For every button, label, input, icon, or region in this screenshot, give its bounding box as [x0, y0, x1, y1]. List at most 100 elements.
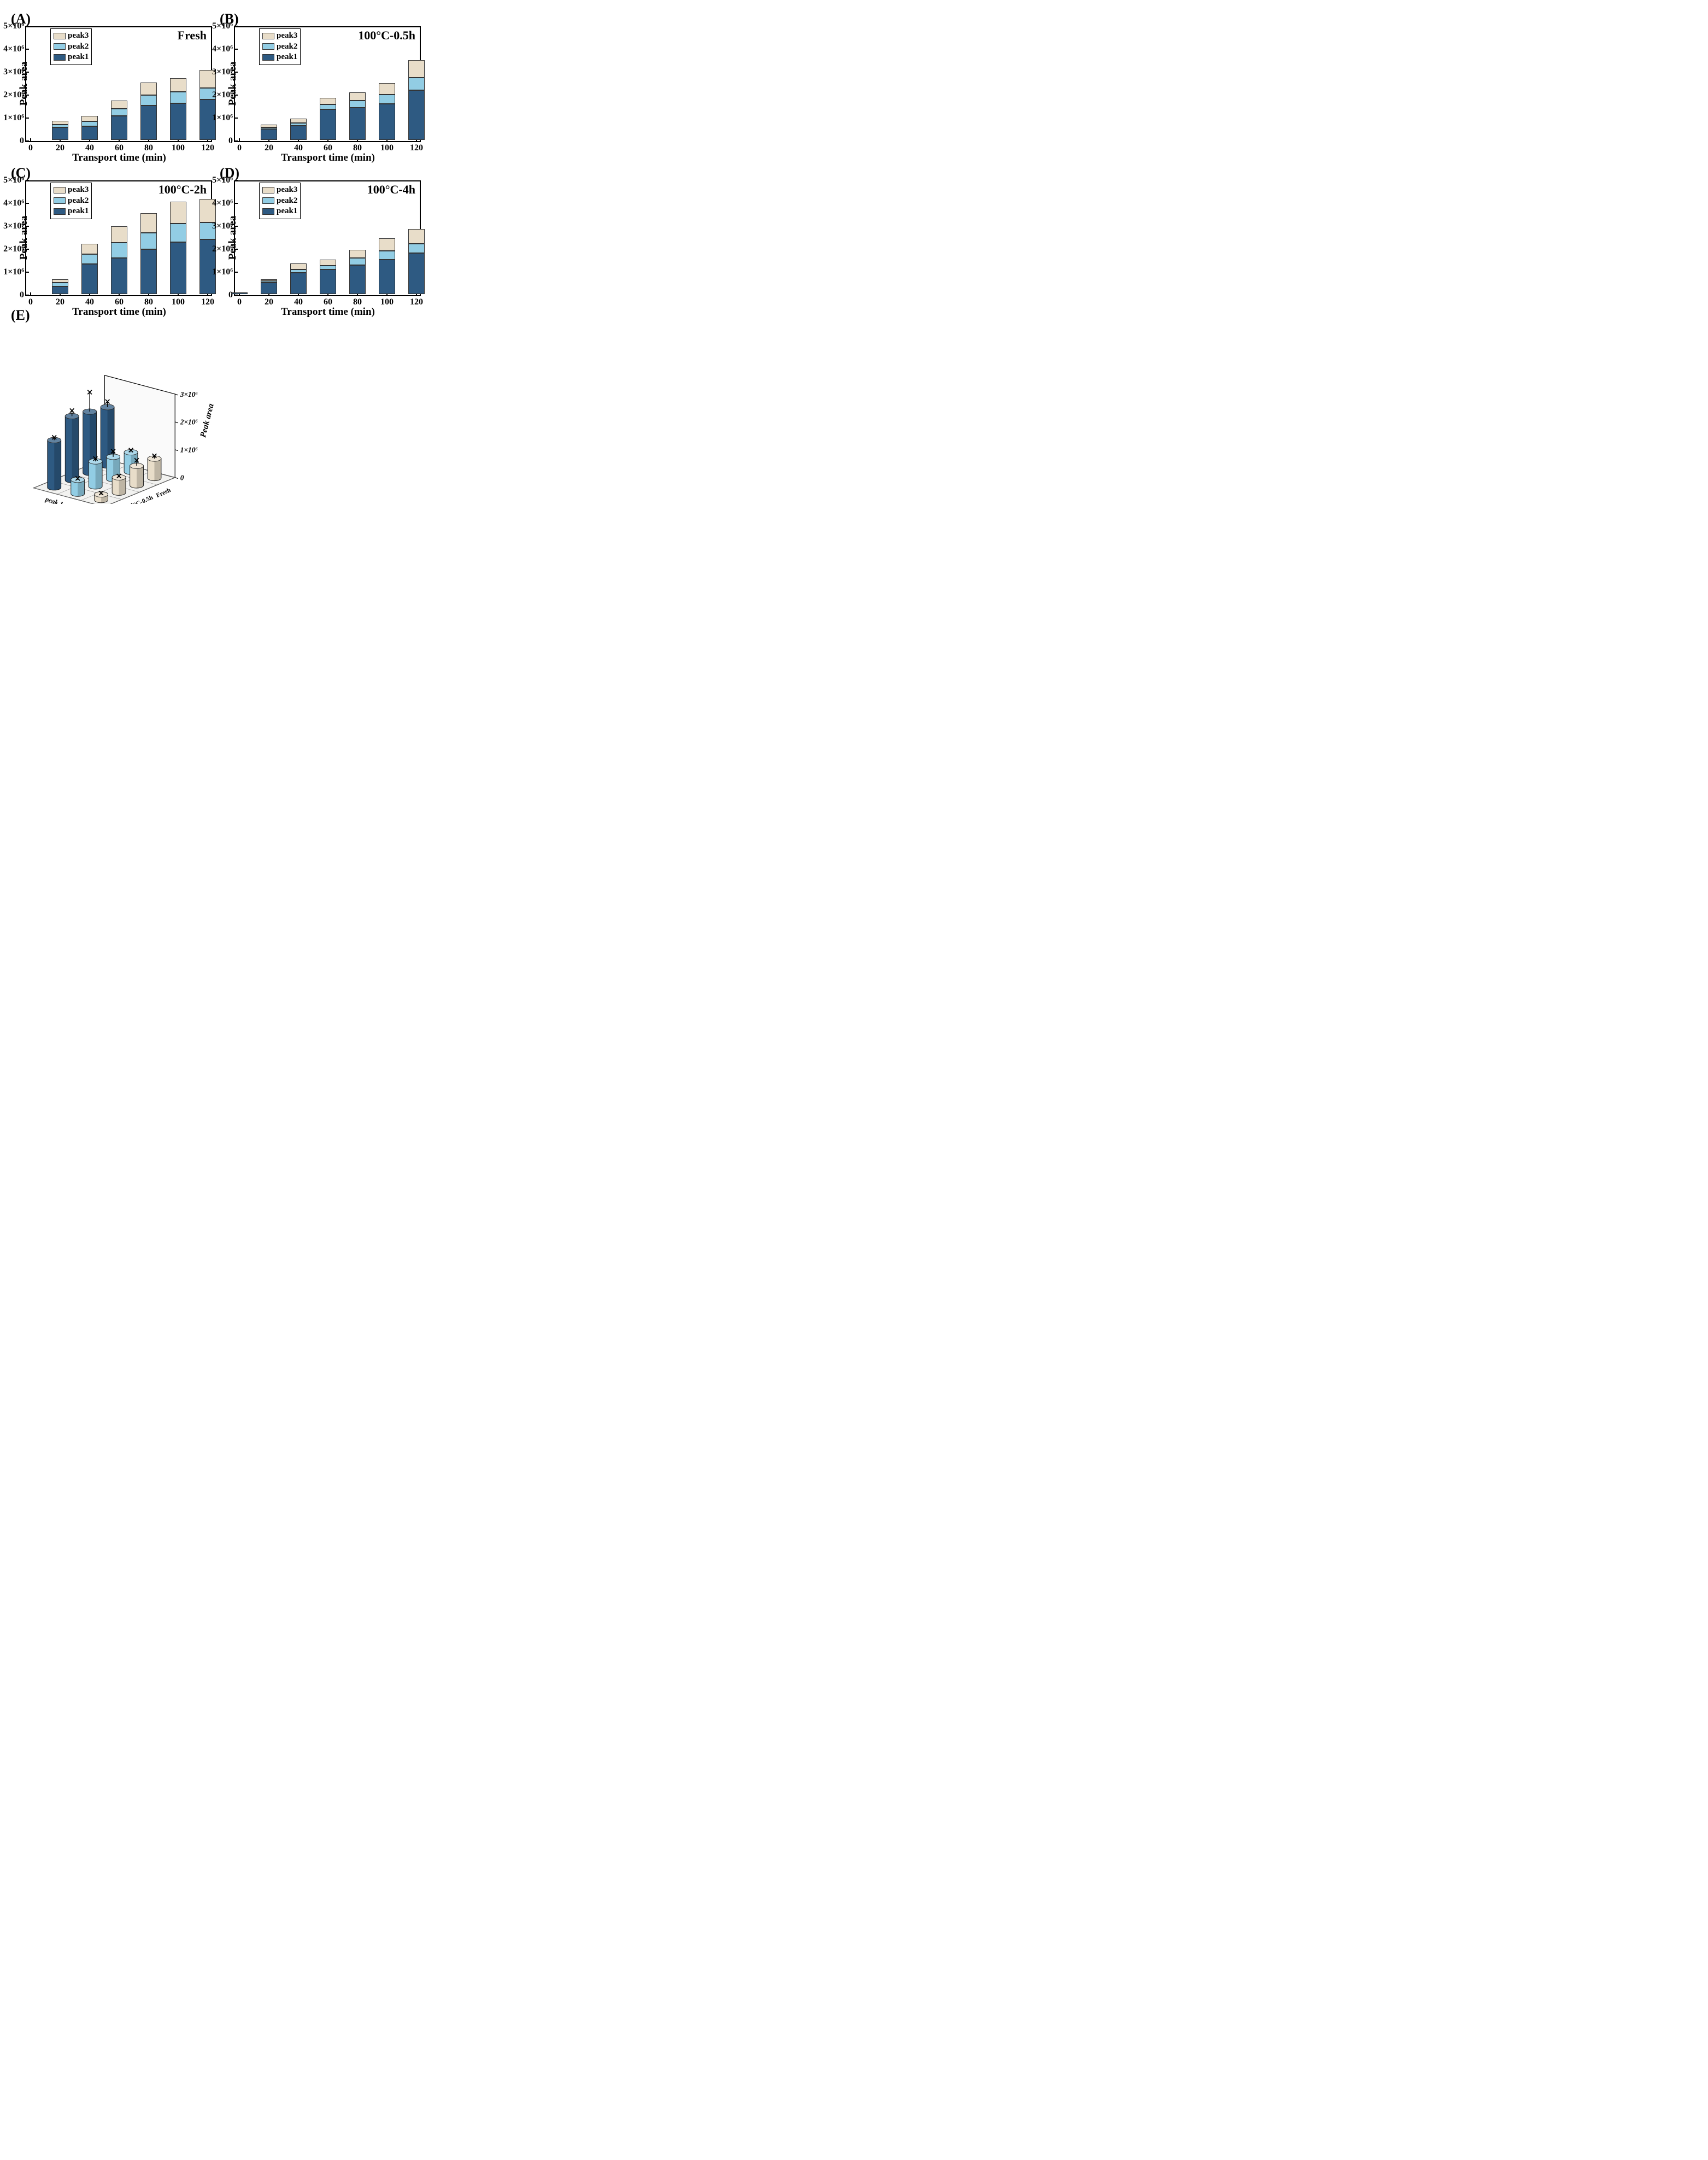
bar-segment-peak1 — [320, 269, 336, 294]
bar-segment-peak2 — [379, 95, 395, 104]
x-tick-label: 80 — [353, 143, 362, 153]
bar-segment-peak3 — [81, 244, 98, 254]
y-tick-label: 3×10⁶ — [3, 67, 24, 77]
svg-text:0: 0 — [180, 474, 184, 482]
bar-segment-peak3 — [52, 121, 68, 125]
bar-segment-peak3 — [111, 226, 127, 243]
x-tick-label: 40 — [85, 297, 94, 307]
bar-segment-peak1 — [290, 126, 307, 140]
x-tick-label: 100 — [172, 297, 185, 307]
panel-title: 100°C-2h — [159, 183, 207, 197]
x-tick-label: 20 — [265, 297, 273, 307]
x-tick-label: 60 — [115, 143, 124, 153]
bar-segment-peak1 — [290, 273, 307, 294]
y-tick-label: 4×10⁶ — [212, 44, 233, 54]
y-tick-label: 2×10⁶ — [212, 90, 233, 100]
bar-segment-peak2 — [81, 121, 98, 126]
legend: peak3peak2peak1 — [259, 28, 301, 65]
legend-label: peak2 — [68, 196, 89, 207]
y-tick-label: 4×10⁶ — [3, 44, 24, 54]
panel-d: (D)Peak areaTransport time (min)01×10⁶2×… — [220, 165, 422, 296]
bar-segment-peak1 — [52, 286, 68, 294]
bar-segment-peak2 — [111, 243, 127, 257]
bar-segment-peak3 — [349, 92, 366, 101]
bar-segment-peak1 — [111, 116, 127, 140]
legend-label: peak1 — [68, 206, 89, 217]
bar-segment-peak1 — [170, 103, 186, 140]
y-tick-label: 1×10⁶ — [3, 267, 24, 277]
x-tick-label: 120 — [410, 143, 423, 153]
x-tick-label: 0 — [28, 143, 33, 153]
legend: peak3peak2peak1 — [259, 183, 301, 219]
bar-segment-peak2 — [379, 251, 395, 260]
x-tick-label: 20 — [265, 143, 273, 153]
legend-label: peak3 — [68, 31, 89, 42]
x-tick-label: 20 — [56, 143, 64, 153]
bar-segment-peak2 — [349, 101, 366, 108]
bar-segment-peak1 — [408, 253, 425, 294]
bar-segment-peak2 — [261, 127, 277, 129]
panel-label: (E) — [11, 307, 30, 324]
bar-segment-peak3 — [111, 101, 127, 109]
x-tick-label: 120 — [201, 143, 214, 153]
y-tick-label: 4×10⁶ — [212, 198, 233, 208]
bar-segment-peak3 — [320, 98, 336, 105]
bar-segment-peak1 — [379, 260, 395, 294]
y-tick-label: 2×10⁶ — [3, 90, 24, 100]
bar-segment-peak1 — [349, 265, 366, 294]
bar-segment-peak3 — [290, 119, 307, 123]
panel-a: (A)Peak areaTransport time (min)01×10⁶2×… — [11, 11, 213, 142]
x-axis-label: Transport time (min) — [281, 152, 375, 164]
chart-3d: 01×10⁶2×10⁶3×10⁶Peak areaFresh100°C-0.5h… — [11, 307, 240, 504]
y-tick-label: 5×10⁶ — [212, 21, 233, 31]
bar-segment-peak2 — [170, 224, 186, 242]
bar-segment-peak3 — [379, 83, 395, 95]
bar-segment-peak2 — [261, 281, 277, 283]
svg-text:2×10⁶: 2×10⁶ — [180, 418, 198, 426]
svg-text:Peak area: Peak area — [198, 402, 216, 438]
bar-segment-peak2 — [408, 78, 425, 90]
bar-segment-peak3 — [140, 213, 157, 233]
bar-segment-peak3 — [140, 83, 157, 96]
row-cd: (C)Peak areaTransport time (min)01×10⁶2×… — [11, 165, 426, 296]
y-tick-label: 5×10⁶ — [3, 175, 24, 185]
bar-segment-peak1 — [261, 129, 277, 140]
bar-segment-peak2 — [320, 104, 336, 109]
legend-label: peak1 — [277, 206, 297, 217]
x-tick-label: 40 — [294, 143, 303, 153]
bar-segment-peak1 — [231, 292, 248, 294]
bar-segment-peak2 — [290, 123, 307, 126]
bar-segment-peak3 — [408, 229, 425, 244]
x-tick-label: 80 — [353, 297, 362, 307]
svg-text:Fresh: Fresh — [155, 487, 172, 500]
bar-segment-peak2 — [81, 254, 98, 264]
panel-c: (C)Peak areaTransport time (min)01×10⁶2×… — [11, 165, 213, 296]
bar-segment-peak2 — [140, 95, 157, 105]
bar-segment-peak1 — [81, 264, 98, 294]
bar-segment-peak1 — [320, 109, 336, 140]
panel-title: 100°C-0.5h — [358, 28, 415, 43]
x-axis-label: Transport time (min) — [281, 306, 375, 318]
x-tick-label: 120 — [201, 297, 214, 307]
legend-label: peak3 — [277, 185, 297, 196]
x-tick-label: 100 — [380, 143, 394, 153]
y-tick-label: 1×10⁶ — [212, 267, 233, 277]
legend-label: peak3 — [277, 31, 297, 42]
legend: peak3peak2peak1 — [50, 28, 92, 65]
bar-segment-peak1 — [140, 249, 157, 294]
row-ab: (A)Peak areaTransport time (min)01×10⁶2×… — [11, 11, 426, 142]
y-tick-label: 5×10⁶ — [212, 175, 233, 185]
bar-segment-peak2 — [408, 244, 425, 253]
bar-segment-peak1 — [379, 104, 395, 140]
legend-label: peak2 — [277, 196, 297, 207]
x-tick-label: 120 — [410, 297, 423, 307]
x-tick-label: 60 — [324, 297, 332, 307]
svg-text:1×10⁶: 1×10⁶ — [180, 446, 198, 454]
y-tick-label: 4×10⁶ — [3, 198, 24, 208]
y-tick-label: 3×10⁶ — [212, 67, 233, 77]
bar-segment-peak3 — [349, 250, 366, 259]
panel-title: 100°C-4h — [367, 183, 415, 197]
y-tick-label: 2×10⁶ — [3, 244, 24, 254]
bar-segment-peak2 — [140, 233, 157, 249]
bar-segment-peak2 — [111, 109, 127, 116]
